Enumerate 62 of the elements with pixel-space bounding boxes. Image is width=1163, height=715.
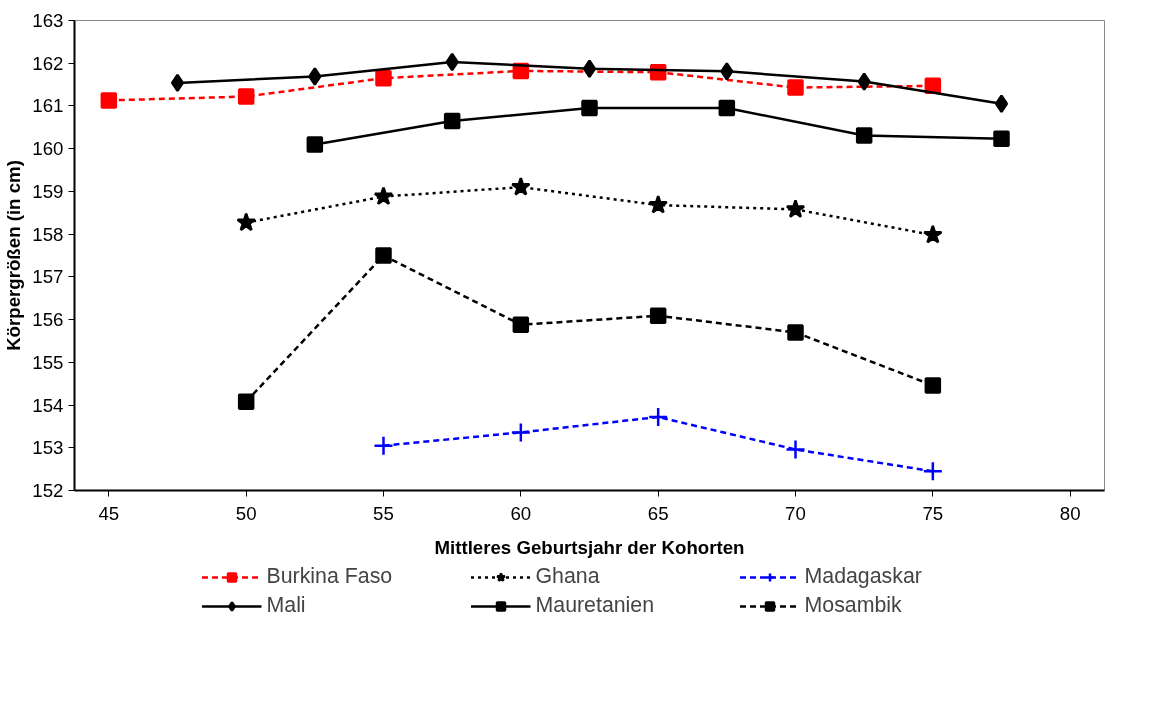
point — [993, 130, 1010, 148]
point — [582, 59, 597, 79]
point — [785, 199, 806, 218]
y-tick-label: 155 — [32, 351, 64, 373]
point — [787, 79, 804, 96]
y-tick-label: 161 — [32, 95, 64, 117]
y-tick-label: 153 — [32, 437, 64, 459]
x-tick-label: 75 — [922, 502, 944, 524]
point — [237, 88, 255, 105]
point — [649, 307, 667, 324]
legend-label: Madagaskar — [804, 564, 923, 589]
point — [375, 247, 392, 264]
point — [237, 393, 255, 410]
point — [647, 406, 669, 428]
y-tick-label: 158 — [32, 223, 64, 245]
y-tick-label: 154 — [32, 394, 64, 416]
x-tick-label: 80 — [1059, 502, 1081, 524]
point — [375, 69, 392, 87]
x-tick-label: 65 — [647, 502, 669, 524]
legend-label: Mosambik — [804, 593, 903, 618]
legend-label: Mali — [266, 593, 307, 618]
point — [100, 92, 118, 109]
legend-label: Burkina Faso — [266, 564, 394, 589]
point — [581, 99, 598, 117]
y-tick-label: 160 — [32, 138, 64, 160]
point — [170, 73, 185, 93]
point — [720, 62, 734, 81]
y-axis-title: Körpergrößen (in cm) — [3, 160, 25, 351]
point — [443, 112, 461, 130]
y-tick-label: 152 — [32, 480, 64, 501]
point — [512, 316, 530, 333]
point — [510, 422, 532, 443]
point — [857, 72, 871, 91]
point — [306, 136, 324, 153]
point — [924, 377, 942, 394]
x-axis-title: Mittleres Geburtsjahr der Kohorten — [434, 536, 745, 558]
point — [855, 127, 873, 144]
point — [373, 186, 394, 206]
point — [308, 67, 322, 86]
legend-label: Mauretanien — [535, 593, 656, 618]
x-tick-label: 50 — [235, 502, 257, 524]
y-tick-label: 156 — [32, 309, 64, 331]
point — [373, 435, 394, 456]
y-tick-label: 163 — [32, 10, 64, 31]
x-tick-label: 55 — [373, 502, 394, 524]
point — [787, 324, 804, 341]
point — [922, 461, 944, 482]
point — [511, 176, 531, 196]
y-tick-label: 159 — [32, 180, 64, 202]
x-tick-label: 70 — [785, 502, 806, 524]
x-tick-label: 60 — [510, 502, 532, 524]
y-tick-label: 162 — [32, 52, 64, 74]
point — [785, 439, 806, 460]
point — [718, 99, 736, 117]
point — [648, 194, 668, 214]
x-tick-label: 45 — [98, 502, 120, 524]
point — [994, 94, 1009, 114]
point — [445, 52, 459, 72]
y-tick-label: 157 — [32, 266, 64, 288]
point — [923, 224, 943, 244]
legend-label: Ghana — [535, 564, 601, 589]
point — [236, 212, 256, 232]
